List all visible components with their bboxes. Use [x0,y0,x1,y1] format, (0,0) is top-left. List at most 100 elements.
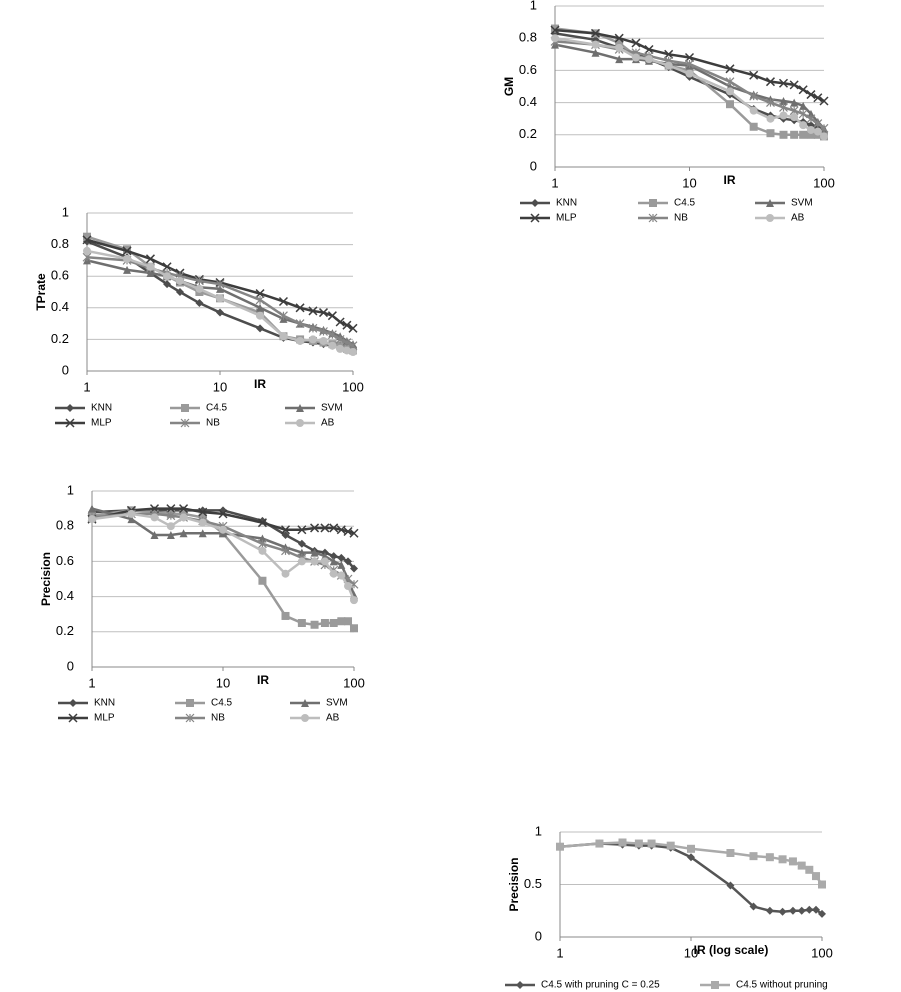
marker [88,504,96,513]
marker [664,49,674,59]
y-axis-label: TPrate [34,273,48,311]
marker [799,121,808,130]
y-tick-label: 0 [67,658,74,673]
marker [279,311,288,321]
marker [335,334,345,344]
marker [308,306,318,316]
marker [257,518,267,528]
marker [749,106,758,115]
marker [648,213,658,223]
marker [195,284,204,293]
marker [726,849,735,857]
marker [645,55,654,64]
marker [258,576,267,585]
marker [337,560,346,569]
marker [255,289,265,299]
marker [806,125,815,134]
y-axis-label: GM [502,77,516,96]
y-tick-label: 0.4 [51,299,69,314]
marker [279,332,288,341]
marker [185,713,195,723]
marker [166,511,176,521]
marker [308,335,317,344]
marker [337,571,346,580]
marker [295,303,305,313]
marker [320,619,329,627]
marker [327,330,337,340]
marker [166,531,175,539]
marker [591,40,600,49]
x-tick-label: 10 [682,175,696,190]
y-tick-label: 0 [535,928,542,943]
legend-label: NB [674,213,688,224]
marker [798,109,808,119]
y-tick-label: 0.4 [519,94,537,109]
marker [766,98,775,108]
marker [615,43,624,52]
series-line [91,507,355,535]
marker [198,507,208,517]
marker [726,881,735,890]
marker [219,525,227,534]
legend-label: KNN [556,198,577,209]
marker [725,100,734,109]
marker [329,523,339,533]
x-axis-label: IR [257,673,269,687]
marker [145,254,155,264]
marker [531,199,539,207]
marker [530,213,540,223]
marker [349,528,359,538]
y-tick-label: 0.2 [56,623,74,638]
marker [618,838,627,847]
marker [766,129,775,138]
marker [181,404,189,412]
marker [296,404,304,412]
marker [295,319,305,329]
marker [615,39,624,48]
legend-label: AB [791,213,805,224]
marker [216,284,224,293]
marker [649,199,657,207]
marker [310,620,319,629]
marker [631,38,641,48]
series-line [86,249,354,354]
marker [818,880,826,889]
marker [615,55,624,64]
marker [344,582,353,591]
marker [278,296,288,307]
marker [765,77,776,87]
marker [779,130,788,139]
marker [799,101,808,110]
marker [551,24,559,33]
marker [88,515,96,524]
marker [342,338,352,347]
marker [329,557,338,566]
marker [127,515,136,524]
marker [258,534,267,543]
y-tick-label: 0.8 [519,30,537,45]
marker [666,841,675,850]
y-tick-label: 0 [62,362,69,377]
marker [195,299,204,308]
marker [280,525,291,535]
marker [327,311,337,321]
marker [216,308,224,317]
series-line [554,40,825,130]
marker [66,404,74,412]
marker [342,346,351,355]
legend-label: AB [326,713,340,724]
marker [765,906,774,915]
marker [318,308,329,318]
legend-label: KNN [91,403,112,414]
y-tick-label: 0.4 [56,588,74,603]
marker [65,418,75,428]
marker [685,59,694,69]
marker [350,624,358,633]
marker [684,52,695,63]
x-axis-label: IR [254,377,266,391]
marker [166,504,176,514]
marker [350,596,358,605]
marker [797,861,806,870]
marker [320,557,329,566]
